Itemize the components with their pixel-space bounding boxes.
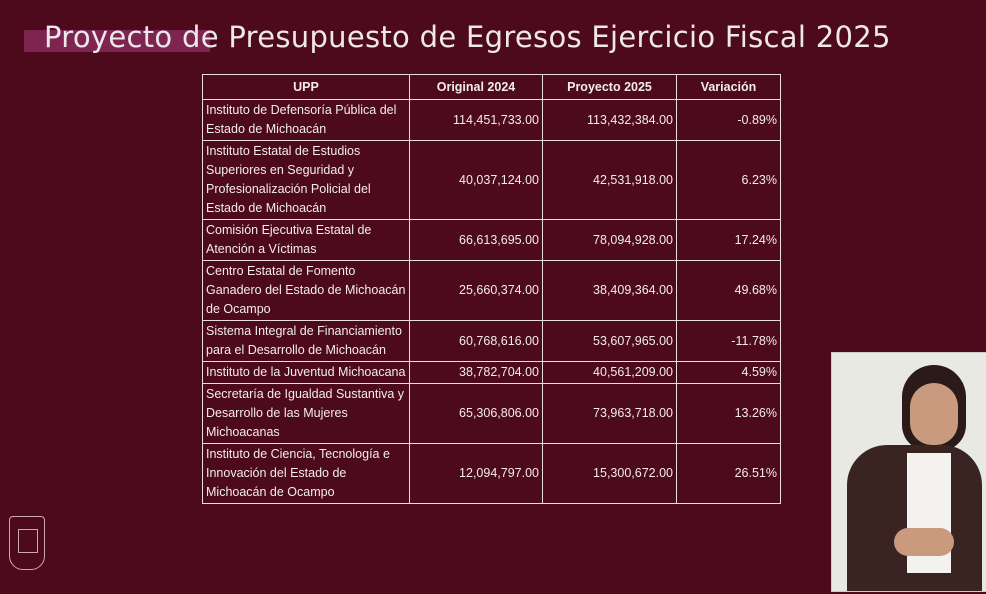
original-2024-cell: 66,613,695.00 — [409, 219, 543, 261]
table-row: Instituto de Ciencia, Tecnología e Innov… — [202, 443, 781, 504]
upp-cell: Sistema Integral de Financiamiento para … — [202, 320, 410, 362]
interpreter-hands — [894, 528, 954, 556]
upp-cell: Instituto de Defensoría Pública del Esta… — [202, 99, 410, 141]
variacion-cell: 26.51% — [676, 443, 781, 504]
original-2024-cell: 25,660,374.00 — [409, 260, 543, 321]
sign-language-interpreter-video — [831, 352, 986, 592]
upp-cell: Secretaría de Igualdad Sustantiva y Desa… — [202, 383, 410, 444]
variacion-cell: -0.89% — [676, 99, 781, 141]
slide-title: Proyecto de Presupuesto de Egresos Ejerc… — [44, 20, 891, 54]
table-row: Sistema Integral de Financiamiento para … — [202, 320, 781, 362]
original-2024-cell: 65,306,806.00 — [409, 383, 543, 444]
original-2024-cell: 38,782,704.00 — [409, 361, 543, 384]
table-row: Comisión Ejecutiva Estatal de Atención a… — [202, 219, 781, 261]
header-variacion: Variación — [676, 74, 781, 100]
header-original-2024: Original 2024 — [409, 74, 543, 100]
state-coat-of-arms-logo — [9, 516, 45, 570]
upp-cell: Instituto Estatal de Estudios Superiores… — [202, 140, 410, 220]
original-2024-cell: 114,451,733.00 — [409, 99, 543, 141]
table-row: Instituto de la Juventud Michoacana 38,78… — [202, 361, 781, 384]
variacion-cell: 17.24% — [676, 219, 781, 261]
original-2024-cell: 40,037,124.00 — [409, 140, 543, 220]
header-upp: UPP — [202, 74, 410, 100]
table-row: Centro Estatal de Fomento Ganadero del E… — [202, 260, 781, 321]
table-row: Secretaría de Igualdad Sustantiva y Desa… — [202, 383, 781, 444]
proyecto-2025-cell: 78,094,928.00 — [542, 219, 677, 261]
header-proyecto-2025: Proyecto 2025 — [542, 74, 677, 100]
variacion-cell: 49.68% — [676, 260, 781, 321]
proyecto-2025-cell: 73,963,718.00 — [542, 383, 677, 444]
upp-cell: Instituto de la Juventud Michoacana — [202, 361, 410, 384]
variacion-cell: 6.23% — [676, 140, 781, 220]
variacion-cell: 13.26% — [676, 383, 781, 444]
proyecto-2025-cell: 53,607,965.00 — [542, 320, 677, 362]
table-row: Instituto Estatal de Estudios Superiores… — [202, 140, 781, 220]
proyecto-2025-cell: 40,561,209.00 — [542, 361, 677, 384]
upp-cell: Instituto de Ciencia, Tecnología e Innov… — [202, 443, 410, 504]
proyecto-2025-cell: 42,531,918.00 — [542, 140, 677, 220]
proyecto-2025-cell: 38,409,364.00 — [542, 260, 677, 321]
upp-cell: Comisión Ejecutiva Estatal de Atención a… — [202, 219, 410, 261]
interpreter-face — [910, 383, 958, 445]
original-2024-cell: 12,094,797.00 — [409, 443, 543, 504]
upp-cell: Centro Estatal de Fomento Ganadero del E… — [202, 260, 410, 321]
proyecto-2025-cell: 15,300,672.00 — [542, 443, 677, 504]
title-accent-band — [24, 30, 210, 52]
variacion-cell: -11.78% — [676, 320, 781, 362]
proyecto-2025-cell: 113,432,384.00 — [542, 99, 677, 141]
original-2024-cell: 60,768,616.00 — [409, 320, 543, 362]
table-header-row: UPP Original 2024 Proyecto 2025 Variació… — [202, 74, 781, 100]
variacion-cell: 4.59% — [676, 361, 781, 384]
table-row: Instituto de Defensoría Pública del Esta… — [202, 99, 781, 141]
budget-table: UPP Original 2024 Proyecto 2025 Variació… — [202, 74, 781, 504]
